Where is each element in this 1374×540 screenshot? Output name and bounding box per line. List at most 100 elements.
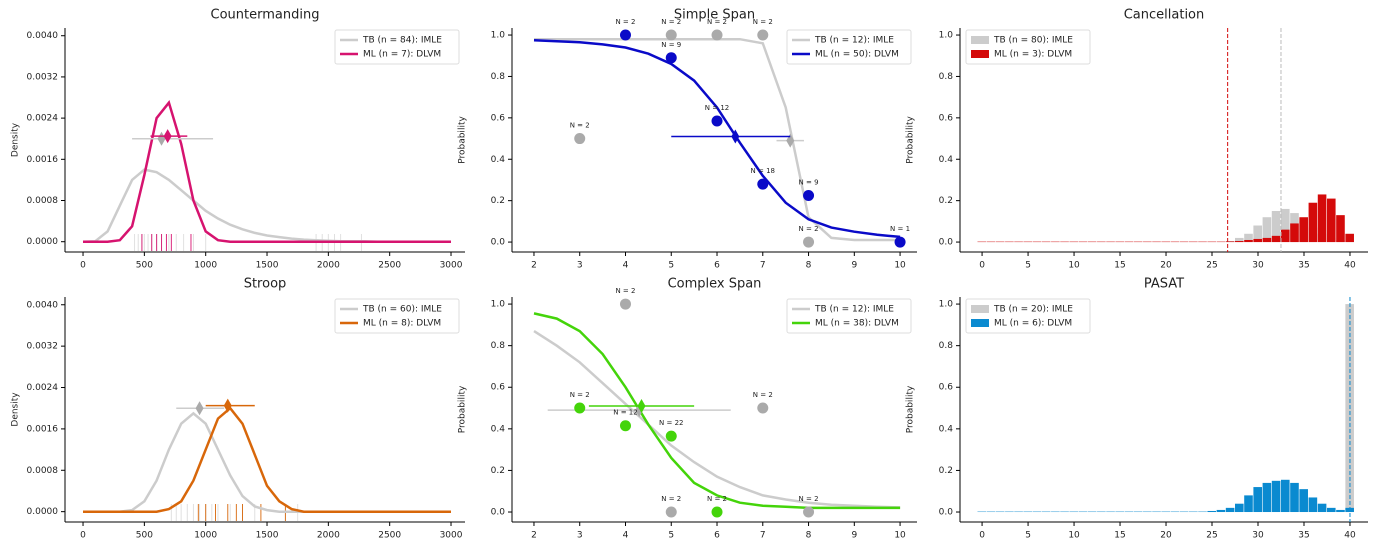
point-label: N = 1 — [890, 225, 910, 233]
bar — [1290, 223, 1299, 243]
legend-swatch — [971, 319, 989, 327]
x-tick-label: 40 — [1344, 261, 1356, 271]
x-tick-label: 7 — [760, 261, 766, 271]
x-tick-label: 3000 — [440, 531, 463, 540]
y-tick-label: 0.0000 — [27, 237, 59, 247]
x-tick-label: 2500 — [378, 531, 401, 540]
bar — [1262, 217, 1272, 243]
point — [711, 506, 723, 518]
y-tick-label: 0.0 — [939, 238, 954, 248]
bar — [1262, 482, 1272, 513]
y-tick-label: 0.6 — [939, 113, 954, 123]
bar — [1299, 489, 1308, 513]
legend-label: ML (n = 7): DLVM — [363, 50, 441, 60]
y-tick-label: 0.6 — [491, 113, 506, 123]
legend-label: TB (n = 20): IMLE — [993, 305, 1073, 315]
bar — [1280, 208, 1290, 243]
x-tick-label: 0 — [979, 261, 985, 271]
bar — [1280, 479, 1290, 513]
y-tick-label: 0.4 — [939, 155, 954, 165]
x-tick-label: 25 — [1206, 531, 1217, 540]
x-tick-label: 3000 — [440, 261, 463, 271]
chart-title: Countermanding — [211, 8, 320, 23]
x-tick-label: 500 — [136, 261, 153, 271]
x-tick-label: 2500 — [378, 261, 401, 271]
x-tick-label: 40 — [1344, 531, 1356, 540]
x-tick-label: 9 — [851, 531, 857, 540]
bar — [1235, 503, 1244, 513]
bar — [1225, 241, 1235, 243]
point — [757, 29, 769, 41]
legend-label: TB (n = 12): IMLE — [814, 305, 894, 315]
y-tick-label: 0.0008 — [27, 196, 59, 206]
bar — [1308, 497, 1318, 513]
legend-box — [334, 29, 460, 65]
legend-label: ML (n = 50): DLVM — [815, 50, 899, 60]
y-tick-label: 0.4 — [491, 155, 506, 165]
x-tick-label: 0 — [80, 261, 86, 271]
legend-box — [965, 29, 1091, 65]
x-tick-label: 20 — [1160, 261, 1172, 271]
x-tick-label: 2 — [531, 531, 537, 540]
y-tick-label: 1.0 — [491, 31, 506, 41]
point — [711, 115, 723, 127]
bar — [1326, 507, 1336, 513]
x-tick-label: 0 — [979, 531, 985, 540]
x-tick-label: 1000 — [194, 531, 217, 540]
y-tick-label: 0.2 — [939, 196, 953, 206]
legend-label: TB (n = 12): IMLE — [814, 36, 894, 46]
point — [619, 298, 631, 310]
bar — [1336, 215, 1345, 243]
bar — [1290, 482, 1299, 513]
y-tick-label: 0.0032 — [27, 342, 59, 352]
x-tick-label: 8 — [806, 531, 812, 540]
bar — [1235, 241, 1244, 243]
y-tick-label: 0.0 — [939, 508, 954, 518]
point — [574, 133, 586, 145]
x-tick-label: 5 — [668, 261, 674, 271]
bar — [1271, 235, 1281, 243]
point — [757, 402, 769, 414]
estimate-marker — [195, 401, 204, 416]
x-tick-label: 8 — [806, 261, 812, 271]
bar — [1244, 495, 1253, 513]
y-tick-label: 0.0040 — [27, 31, 59, 41]
point-label: N = 2 — [753, 18, 773, 26]
y-tick-label: 0.0 — [491, 238, 506, 248]
estimate-marker — [157, 131, 166, 146]
y-axis-label: Probability — [906, 385, 916, 433]
x-tick-label: 10 — [894, 531, 906, 540]
x-tick-label: 2000 — [317, 261, 340, 271]
bar — [1225, 507, 1235, 513]
y-tick-label: 0.4 — [491, 424, 506, 434]
point — [803, 506, 815, 518]
y-axis-label: Probability — [906, 116, 916, 164]
x-tick-label: 9 — [851, 261, 857, 271]
legend-box — [786, 298, 912, 334]
bar — [1345, 233, 1354, 243]
point — [574, 402, 586, 414]
bar — [1253, 225, 1262, 243]
point — [619, 29, 631, 41]
estimate-marker — [731, 129, 740, 144]
x-tick-label: 15 — [1114, 531, 1125, 540]
y-tick-label: 0.4 — [939, 424, 954, 434]
estimate-marker — [163, 129, 172, 144]
y-axis-label: Density — [11, 122, 21, 157]
y-axis-label: Probability — [458, 116, 468, 164]
x-tick-label: 2 — [531, 261, 537, 271]
line — [533, 38, 901, 239]
y-tick-label: 0.2 — [491, 196, 505, 206]
x-tick-label: 3 — [577, 261, 583, 271]
legend-label: ML (n = 8): DLVM — [363, 319, 441, 329]
legend-label: TB (n = 60): IMLE — [362, 305, 442, 315]
point-label: N = 12 — [613, 409, 637, 417]
x-tick-label: 4 — [623, 261, 629, 271]
point — [711, 29, 723, 41]
y-tick-label: 0.2 — [491, 466, 505, 476]
point-label: N = 2 — [661, 495, 681, 503]
point-label: N = 2 — [799, 495, 819, 503]
bar — [1262, 237, 1272, 243]
point-label: N = 2 — [707, 18, 727, 26]
line — [83, 411, 451, 513]
